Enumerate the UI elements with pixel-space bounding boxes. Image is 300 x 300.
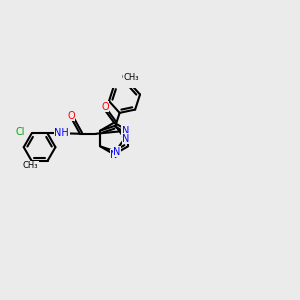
Text: N: N (110, 150, 118, 160)
Text: Cl: Cl (15, 127, 25, 137)
Text: N: N (113, 147, 121, 157)
Text: N: N (122, 134, 130, 143)
Text: CH₃: CH₃ (23, 161, 38, 170)
Text: CH₃: CH₃ (122, 73, 137, 82)
Text: CH₃: CH₃ (123, 73, 139, 82)
Text: O: O (101, 102, 109, 112)
Text: O: O (67, 110, 75, 121)
Text: N: N (122, 126, 129, 136)
Text: NH: NH (54, 128, 69, 138)
